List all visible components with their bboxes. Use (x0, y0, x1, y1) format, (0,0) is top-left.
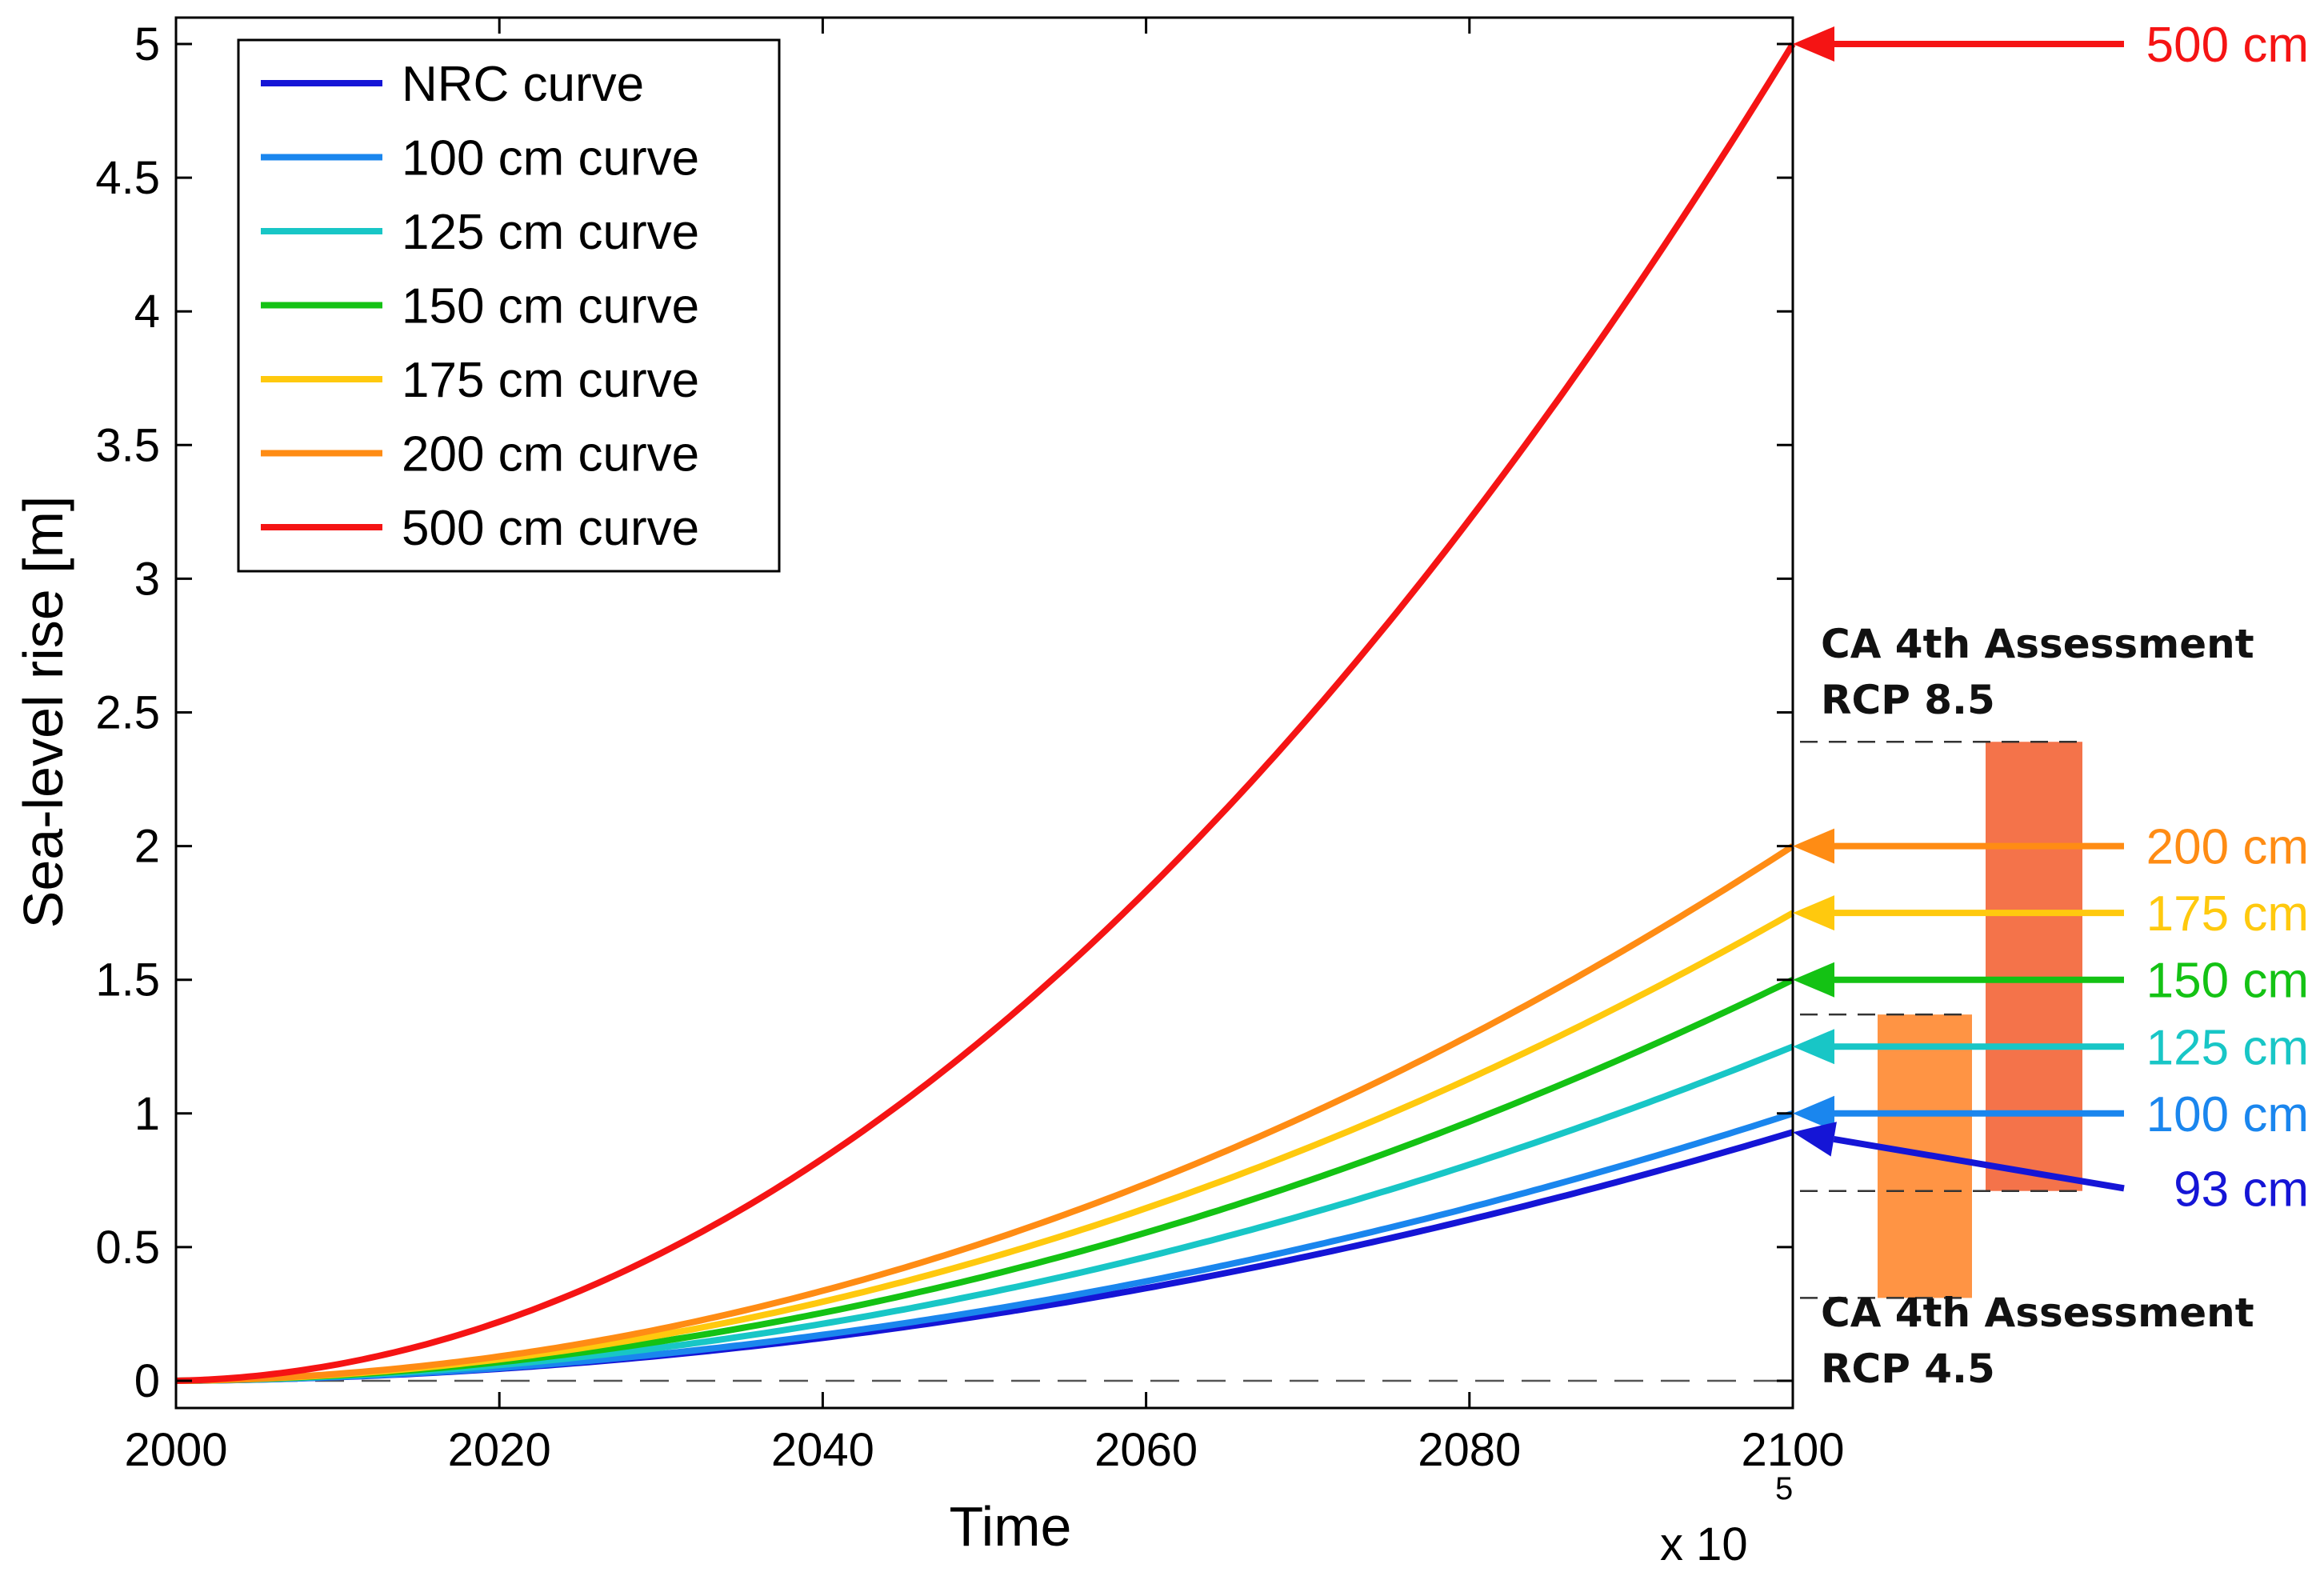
arrow-head-0 (1793, 26, 1834, 62)
series-layer (175, 42, 1796, 1384)
legend-label-5: 200 cm curve (402, 427, 699, 482)
y-tick-label-7: 3.5 (95, 419, 160, 471)
y-tick-label-0: 0 (134, 1355, 160, 1407)
x-tick-label-4: 2080 (1418, 1424, 1521, 1476)
x-tick-label-2: 2040 (771, 1424, 874, 1476)
arrow-head-5 (1793, 1095, 1834, 1131)
arrow-head-2 (1793, 895, 1834, 931)
y-axis-title: Sea-level rise [m] (12, 496, 74, 929)
x-multiplier-exponent: 5 (1775, 1471, 1793, 1506)
assessment-label-line2-0: RCP 4.5 (1821, 1346, 1995, 1392)
series-line-6 (175, 42, 1796, 1384)
y-tick-label-9: 4.5 (95, 152, 160, 204)
y-tick-label-3: 1.5 (95, 954, 160, 1006)
y-tick-label-4: 2 (134, 821, 160, 873)
arrow-head-1 (1793, 828, 1834, 864)
legend-label-0: NRC curve (402, 57, 644, 112)
arrow-label-4: 125 cm (2146, 1020, 2309, 1075)
arrow-label-6: 93 cm (2174, 1162, 2309, 1217)
x-tick-label-3: 2060 (1094, 1424, 1198, 1476)
arrow-label-3: 150 cm (2146, 954, 2309, 1009)
legend: NRC curve 100 cm curve 125 cm curve 150 cm … (237, 38, 781, 573)
legend-label-2: 125 cm curve (402, 205, 699, 260)
legend-label-6: 500 cm curve (402, 501, 699, 556)
end-arrows: 500 cm 200 cm 175 cm 150 cm 125 cm 100 cm 93 c… (1793, 18, 2309, 1217)
y-tick-label-10: 5 (134, 18, 160, 70)
x-tick-label-5: 2100 (1741, 1424, 1844, 1476)
y-tick-label-5: 2.5 (95, 687, 160, 739)
assessment-bar-1 (1986, 742, 2082, 1191)
assessment-label-line1-0: CA 4th Assessment (1821, 1290, 2254, 1336)
series-line-5 (175, 843, 1795, 1384)
legend-label-1: 100 cm curve (402, 131, 699, 186)
arrow-shaft-6 (1833, 1135, 2125, 1192)
x-tick-label-0: 2000 (124, 1424, 227, 1476)
y-tick-label-2: 1 (134, 1088, 160, 1140)
arrow-head-3 (1793, 962, 1834, 998)
legend-label-3: 150 cm curve (402, 279, 699, 334)
arrow-label-2: 175 cm (2146, 886, 2309, 942)
x-multiplier-label: x 10 (1660, 1518, 1748, 1570)
arrow-head-6 (1793, 1122, 1837, 1157)
tick-layer: 2000 2020 2040 2060 2080 2100 0 0.5 1 1.5 2 2.5 3 3.5… (95, 18, 1845, 1476)
arrow-label-5: 100 cm (2146, 1087, 2309, 1142)
x-axis-title: Time (950, 1495, 1072, 1558)
series-line-2 (175, 1043, 1794, 1384)
assessment-ranges: CA 4th Assessment RCP 4.5 CA 4th Assessmen… (1800, 621, 2254, 1392)
x-tick-label-1: 2020 (448, 1424, 551, 1476)
y-tick-label-6: 3 (134, 553, 160, 605)
legend-label-4: 175 cm curve (402, 353, 699, 408)
series-line-1 (175, 1110, 1794, 1384)
arrow-label-0: 500 cm (2146, 18, 2309, 73)
arrow-head-4 (1793, 1029, 1834, 1065)
arrow-label-1: 200 cm (2146, 820, 2309, 875)
assessment-label-line2-1: RCP 8.5 (1821, 677, 1995, 723)
assessment-label-line1-1: CA 4th Assessment (1821, 621, 2254, 667)
y-tick-label-1: 0.5 (95, 1222, 160, 1274)
y-tick-label-8: 4 (134, 286, 160, 338)
